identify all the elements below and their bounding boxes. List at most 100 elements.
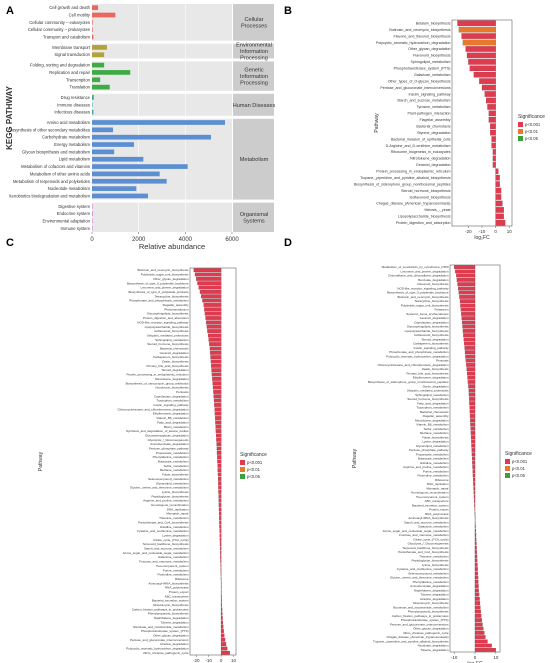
- bar: [92, 109, 94, 115]
- tick-label: Homologous_recombination: [411, 491, 449, 495]
- tick-label: Glycine,_serine_and_threonine_metabolism: [390, 576, 449, 580]
- bar: [473, 71, 496, 78]
- facet-strip-label: Cellular: [245, 17, 264, 23]
- facet-strip-label: Human Diseases: [233, 103, 276, 109]
- tick-label: Insulin_signaling_pathway: [413, 346, 449, 350]
- bar: [490, 129, 496, 136]
- legend-entry: p<0.01: [247, 467, 261, 472]
- tick-label: Primary_bile_acid_biosynthesis: [406, 371, 449, 375]
- tick-label: Protein_processing_in_endoplasmic_reticu…: [126, 373, 189, 377]
- tick-label: Limonene_and_pinene_degradation: [400, 269, 448, 273]
- tick-label: Polyketide_sugar_unit_biosynthesis: [141, 273, 189, 277]
- bar: [474, 567, 478, 571]
- tick-label: Immune system: [60, 226, 90, 231]
- bar: [92, 52, 105, 58]
- bar: [469, 414, 476, 418]
- x-tick-label: 0: [90, 237, 94, 243]
- bar: [215, 429, 222, 433]
- bar: [486, 97, 496, 104]
- bar: [201, 294, 222, 299]
- bar: [469, 397, 476, 401]
- bar: [209, 346, 222, 351]
- bar: [462, 320, 476, 325]
- tick-label: Novobiocin_biosynthesis: [155, 386, 189, 390]
- tick-label: Cellular community – prokaryotes: [28, 27, 90, 32]
- bar: [469, 401, 476, 406]
- tick-label: Tetracycline_biosynthesis: [154, 294, 189, 298]
- tick-label: Biosynthesis of other secondary metaboli…: [8, 127, 90, 132]
- bar: [204, 311, 222, 316]
- bar: [211, 372, 222, 377]
- bar: [474, 528, 476, 533]
- bar: [467, 371, 476, 376]
- x-tick-label: -10: [205, 658, 212, 663]
- tick-label: Glycan biosynthesis and metabolism: [22, 149, 90, 154]
- tick-label: Butanoate_metabolism: [418, 457, 449, 461]
- tick-label: Thiamine_metabolism: [419, 554, 449, 558]
- tick-label: Tetracycline_biosynthesis: [414, 299, 449, 303]
- tick-label: Mismatch_repair: [166, 512, 188, 516]
- bar: [474, 554, 478, 559]
- bar: [474, 579, 479, 584]
- tick-label: Arginine_and_proline_metabolism: [143, 499, 189, 503]
- bar: [495, 187, 502, 194]
- tick-label: Galactose_metabolism: [158, 555, 189, 559]
- bar: [92, 62, 105, 68]
- legend-entry: p<0.05: [247, 474, 261, 479]
- bar: [221, 607, 223, 612]
- tick-label: Geraniol_degradation: [416, 163, 451, 167]
- tick-label: Nitrotoluene_degradation: [155, 377, 189, 381]
- bar: [92, 5, 99, 11]
- tick-label: Phototransduction: [164, 307, 189, 311]
- bar: [221, 637, 226, 642]
- tick-label: Digestive system: [58, 204, 90, 209]
- tick-label: Protein_export: [429, 508, 449, 512]
- tick-label: Vibrio_cholerae_pathogenic_cycle: [143, 651, 189, 655]
- bar: [92, 77, 101, 83]
- tick-label: Biosynthesis_of_type_II_polyketide_backb…: [127, 281, 189, 285]
- legend-title: Significance: [505, 451, 532, 457]
- tick-label: Selenocompound_metabolism: [148, 477, 189, 481]
- bar: [212, 376, 222, 381]
- tick-label: Amino acid metabolism: [47, 120, 91, 125]
- tick-label: Pantothenate_and_CoA_biosynthesis: [138, 520, 189, 524]
- tick-label: Isoflavonoid_biosynthesis: [410, 195, 451, 199]
- bar: [462, 39, 496, 46]
- bar: [474, 575, 479, 580]
- bar: [454, 265, 476, 269]
- bar: [491, 136, 496, 142]
- legend-entry: p<0.05: [525, 136, 539, 141]
- y-axis-label: KEGG PATHWAY: [5, 85, 14, 150]
- bar: [468, 59, 496, 65]
- bar: [495, 174, 500, 181]
- bar: [473, 486, 476, 491]
- bar: [92, 84, 110, 90]
- tick-label: Two-component_system: [156, 564, 189, 568]
- bar: [215, 424, 222, 429]
- facet-strip: [233, 93, 274, 116]
- bar: [481, 84, 496, 91]
- bar: [462, 329, 476, 333]
- bar: [474, 643, 492, 648]
- tick-label: Tropane,_piperidine_and_pyridine_alkaloi…: [360, 176, 451, 180]
- tick-label: D-Arginine_and_D-ornithine_metabolism: [386, 144, 451, 148]
- bar: [216, 450, 222, 455]
- bar: [92, 95, 94, 100]
- legend-swatch: [240, 474, 245, 479]
- bar: [211, 368, 222, 373]
- bar: [221, 646, 228, 651]
- bar: [467, 380, 476, 384]
- tick-label: Butanoate_metabolism: [158, 460, 189, 464]
- tick-label: Immune diseases: [57, 102, 90, 107]
- tick-label: Metabolism of other amino acids: [30, 171, 90, 176]
- tick-label: Flagellar_assembly: [420, 118, 451, 122]
- bar: [213, 394, 222, 399]
- legend-swatch: [240, 460, 245, 465]
- tick-label: Geraniol_degradation: [420, 316, 449, 320]
- tick-label: Phenylpropanoid_biosynthesis: [408, 610, 449, 614]
- tick-label: Ethylbenzene_degradation: [413, 376, 449, 380]
- bar: [472, 473, 476, 478]
- bar: [456, 278, 476, 282]
- tick-label: Folate_biosynthesis: [162, 473, 189, 477]
- bar: [215, 420, 222, 425]
